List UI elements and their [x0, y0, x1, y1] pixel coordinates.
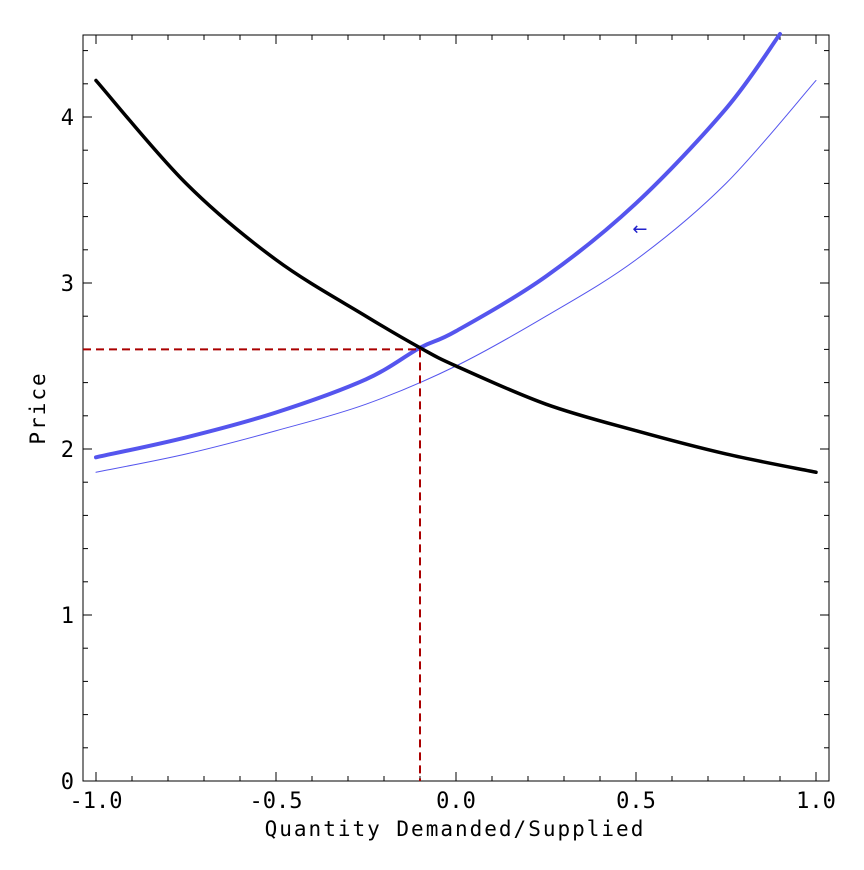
series-layer — [94, 32, 818, 474]
y-tick-label: 0 — [61, 770, 74, 795]
tick-labels: -1.0 -0.5 0.0 0.5 1.0 0 1 2 3 4 — [61, 106, 836, 814]
annotations: ← — [632, 219, 647, 240]
plot-area — [82, 34, 830, 782]
x-tick-label: -1.0 — [70, 789, 123, 814]
y-tick-label: 1 — [61, 604, 74, 629]
x-axis-title: Quantity Demanded/Supplied — [265, 817, 646, 841]
series-supply-original — [95, 79, 817, 473]
x-tick-label: 1.0 — [796, 789, 836, 814]
x-tick-label: 0.0 — [436, 789, 476, 814]
series-supply-shifted — [94, 32, 782, 460]
y-tick-label: 4 — [61, 106, 74, 131]
plot-frame — [82, 34, 830, 782]
y-axis-title: Price — [26, 371, 50, 444]
x-tick-label: -0.5 — [250, 789, 303, 814]
axis-ticks — [83, 35, 829, 782]
shift-arrow-icon: ← — [632, 219, 647, 240]
series-demand — [94, 78, 818, 474]
y-tick-label: 3 — [61, 272, 74, 297]
equilibrium-guides — [83, 348, 421, 781]
x-tick-label: 0.5 — [616, 789, 656, 814]
y-tick-label: 2 — [61, 438, 74, 463]
